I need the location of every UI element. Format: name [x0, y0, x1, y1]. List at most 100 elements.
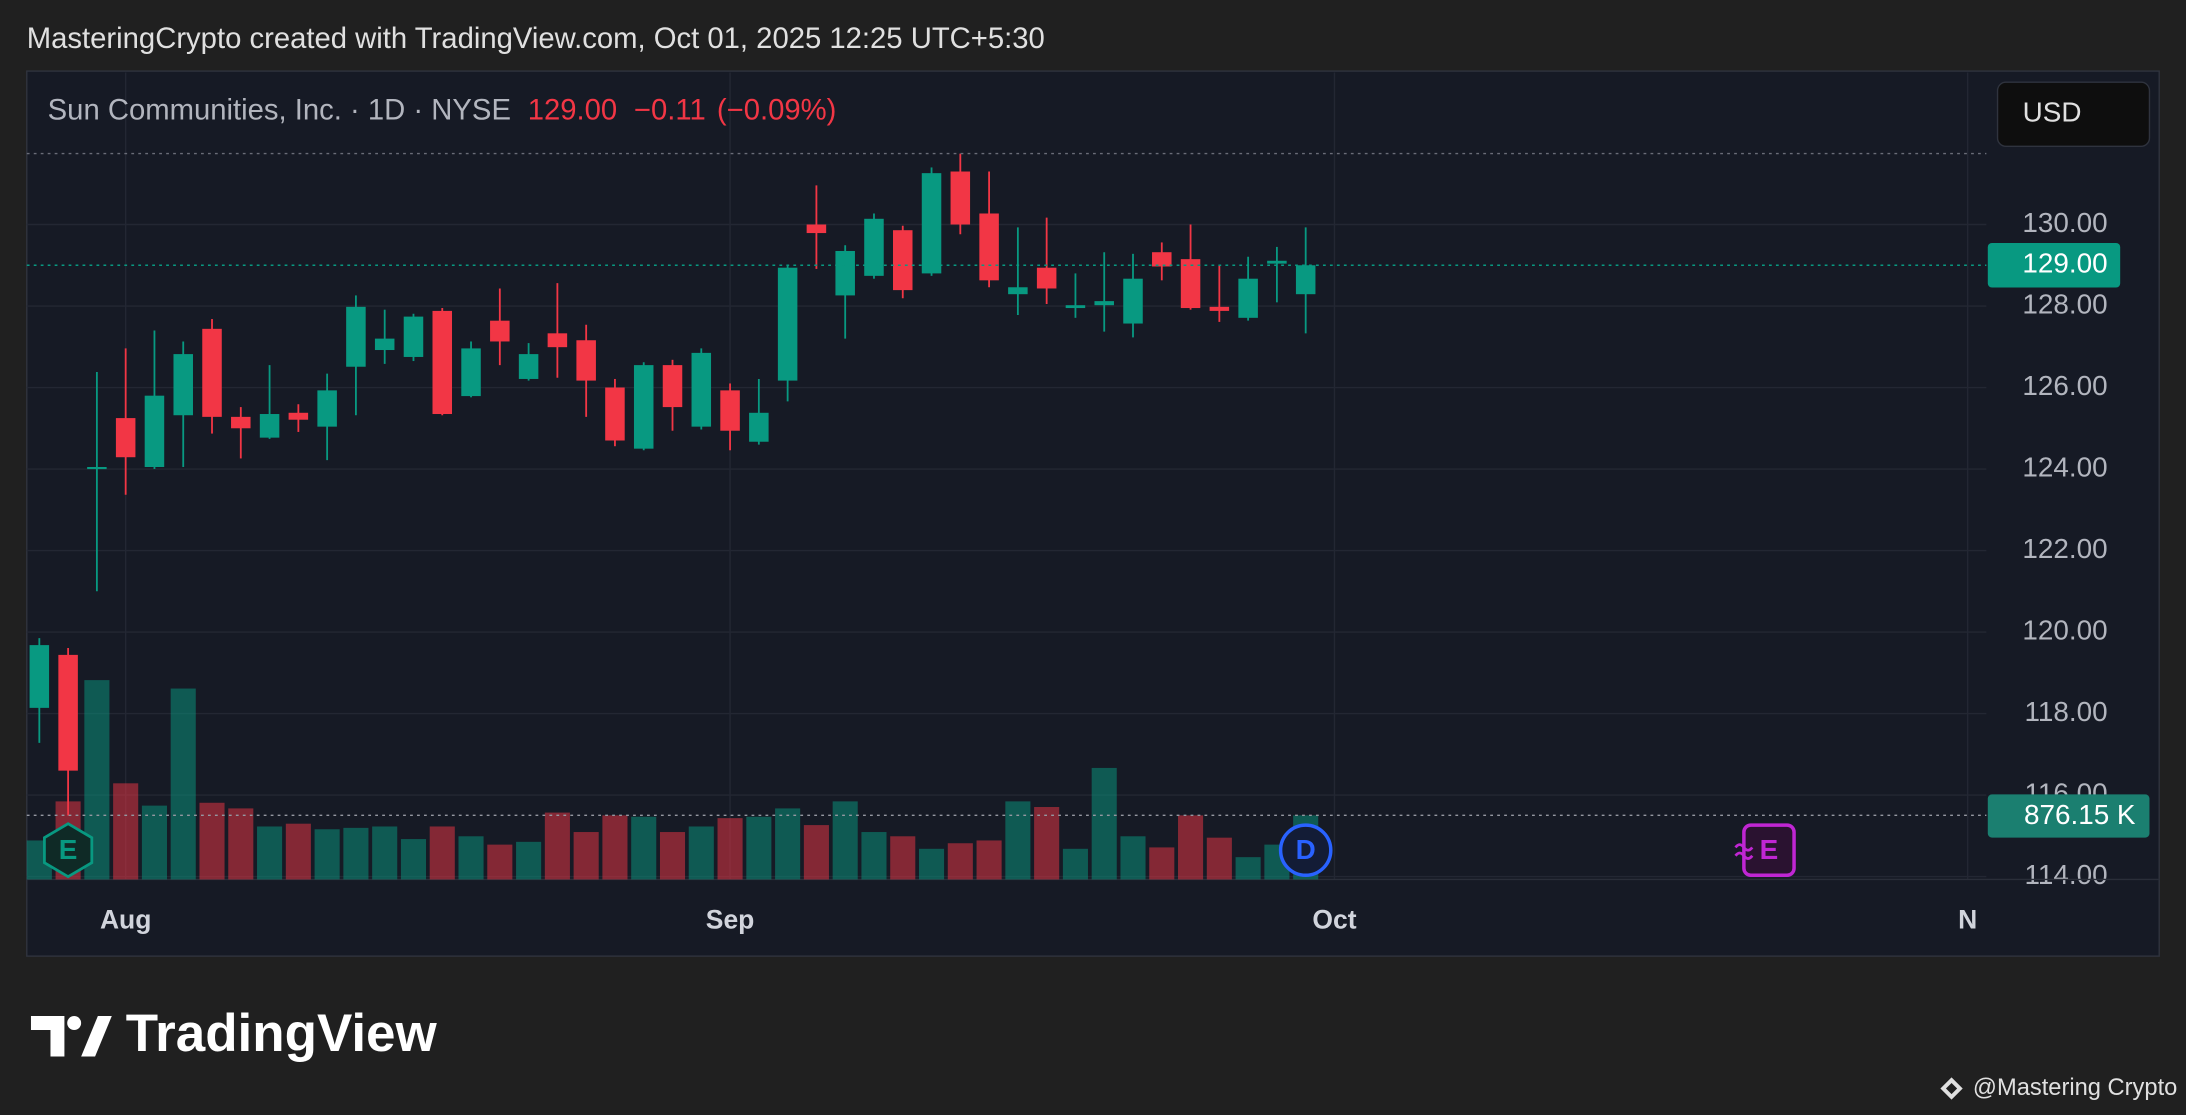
- volume-bar: [400, 839, 427, 880]
- event-icon: [1278, 823, 1333, 878]
- volume-bar: [228, 808, 254, 880]
- candle-body: [605, 387, 625, 441]
- candle-body: [1123, 278, 1143, 324]
- candle-body: [490, 320, 510, 342]
- volume-bar: [573, 832, 599, 880]
- volume-bar: [918, 848, 945, 880]
- candle-body: [461, 348, 481, 397]
- y-tick-label: 122.00: [2022, 533, 2107, 564]
- brand-logo: [30, 1016, 112, 1057]
- candle-body: [1267, 260, 1287, 264]
- volume-bar: [746, 816, 772, 880]
- volume-marker-label: 876.15 K: [2024, 799, 2136, 830]
- candle-body: [835, 250, 855, 296]
- x-tick-label: Sep: [706, 904, 755, 934]
- volume-bar: [976, 840, 1002, 880]
- candle-body: [691, 352, 712, 427]
- candle-body: [864, 218, 884, 276]
- volume-bar: [429, 826, 455, 880]
- event-label: D: [1296, 834, 1316, 865]
- brand-name: TradingView: [126, 1004, 438, 1063]
- caption: MasteringCrypto created with TradingView…: [27, 23, 1045, 55]
- price-marker-label: 129.00: [2022, 248, 2107, 279]
- volume-bar: [1149, 847, 1175, 880]
- candle-body: [29, 645, 50, 708]
- volume-bar: [947, 843, 973, 880]
- volume-bar: [343, 827, 369, 880]
- volume-bar: [890, 836, 916, 880]
- volume-bar: [544, 812, 570, 880]
- candle-body: [749, 412, 769, 442]
- x-tick-label: Aug: [100, 904, 151, 934]
- price-change: −0.11: [634, 94, 706, 126]
- event-icon: [1742, 823, 1796, 878]
- candle-body: [1094, 301, 1114, 306]
- currency-button[interactable]: [1996, 81, 2151, 148]
- volume-bar: [1235, 857, 1261, 880]
- volume-bar: [631, 816, 657, 880]
- volume-bar: [1091, 767, 1117, 880]
- candle-body: [173, 354, 193, 416]
- candle-body: [374, 338, 395, 351]
- candle-body: [950, 171, 971, 225]
- candle-body: [403, 316, 424, 357]
- event-label: E: [1760, 834, 1779, 865]
- candle-body: [144, 395, 165, 467]
- candle-body: [662, 365, 683, 408]
- candle-body: [1036, 267, 1057, 289]
- candle-body: [202, 328, 222, 417]
- volume-bar: [314, 829, 340, 880]
- price-change-pct: (−0.09%): [717, 94, 837, 126]
- volume-bar: [861, 832, 887, 880]
- candle-body: [346, 306, 366, 367]
- volume-bar: [659, 832, 686, 880]
- candle-body: [576, 340, 596, 381]
- volume-bar: [487, 844, 513, 880]
- candle-body: [317, 390, 337, 427]
- candle-body: [87, 466, 107, 470]
- x-tick-label: Oct: [1312, 904, 1356, 934]
- volume-bar: [257, 826, 283, 880]
- candle-body: [58, 654, 78, 771]
- candle-body: [1008, 287, 1028, 295]
- volume-bar: [832, 801, 858, 880]
- candle-body: [777, 267, 798, 381]
- volume-bar: [199, 802, 225, 880]
- volume-bar: [372, 826, 398, 880]
- symbol-name: Sun Communities, Inc. · 1D · NYSE: [48, 94, 511, 126]
- candle-body: [432, 310, 453, 415]
- x-tick-label: N: [1958, 904, 1977, 934]
- volume-bar: [775, 808, 801, 880]
- candle-body: [806, 224, 827, 234]
- volume-bar: [803, 825, 829, 880]
- volume-bar: [170, 688, 196, 880]
- candle-body: [1065, 305, 1086, 309]
- y-tick-label: 120.00: [2022, 614, 2107, 645]
- volume-bar: [717, 818, 743, 880]
- candle-body: [259, 414, 280, 438]
- volume-bar: [602, 815, 628, 880]
- last-price: 129.00: [528, 94, 617, 126]
- y-tick-label: 126.00: [2022, 370, 2107, 401]
- volume-bar: [1005, 801, 1031, 880]
- candle-body: [892, 230, 913, 291]
- currency-label[interactable]: USD: [2023, 97, 2082, 128]
- candle-body: [921, 173, 942, 274]
- volume-bar: [1034, 807, 1060, 880]
- chart-header: Sun Communities, Inc. · 1D · NYSE 129.00−…: [48, 94, 837, 126]
- event-wave: [1734, 843, 1754, 860]
- volume-bar: [1178, 815, 1204, 880]
- candle-body: [720, 390, 740, 431]
- candle-body: [1209, 306, 1230, 311]
- volume-bar: [1206, 837, 1232, 880]
- candle-body: [633, 365, 654, 449]
- plot-layer: 114.00116.00118.00120.00122.00124.00126.…: [26, 72, 2160, 934]
- credit-icon: [1940, 1077, 1963, 1100]
- y-tick-label: 130.00: [2022, 207, 2107, 238]
- candle-body: [547, 333, 568, 348]
- event-label: E: [59, 834, 78, 865]
- volume-bar: [1120, 836, 1146, 880]
- volume-bar: [1062, 848, 1088, 880]
